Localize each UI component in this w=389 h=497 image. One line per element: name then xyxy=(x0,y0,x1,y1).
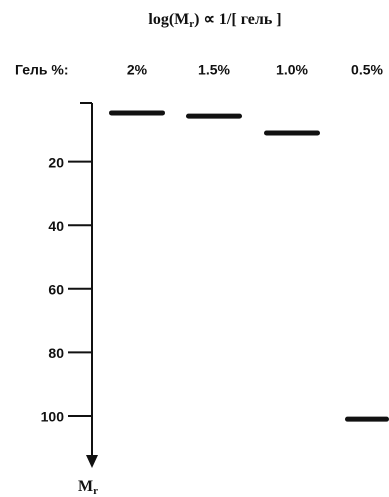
tick-label: 80 xyxy=(48,345,64,361)
diagram: log(Mr) ∝ 1/[ гель ] Гель %: Mr 20406080… xyxy=(0,0,389,497)
band xyxy=(345,417,389,422)
axis-arrow xyxy=(86,455,98,468)
lane-label: 2% xyxy=(127,62,148,78)
axis-label: Mr xyxy=(78,478,98,497)
lane-label: 1.5% xyxy=(198,62,230,78)
tick-label: 60 xyxy=(48,282,64,298)
gel-label: Гель %: xyxy=(15,62,69,78)
band xyxy=(109,110,165,115)
title-part: ) ∝ 1/[ гель ] xyxy=(194,11,281,28)
band xyxy=(186,114,242,119)
lane-label: 1.0% xyxy=(276,62,308,78)
title-part: log(M xyxy=(148,11,189,28)
title: log(Mr) ∝ 1/[ гель ] xyxy=(148,11,281,30)
axis-label-subscript: r xyxy=(93,485,98,497)
tick-label: 100 xyxy=(41,409,65,425)
lane-label: 0.5% xyxy=(351,62,383,78)
axis-label-part: M xyxy=(78,478,93,495)
tick-label: 20 xyxy=(48,154,64,170)
band xyxy=(264,130,320,135)
tick-label: 40 xyxy=(48,218,64,234)
